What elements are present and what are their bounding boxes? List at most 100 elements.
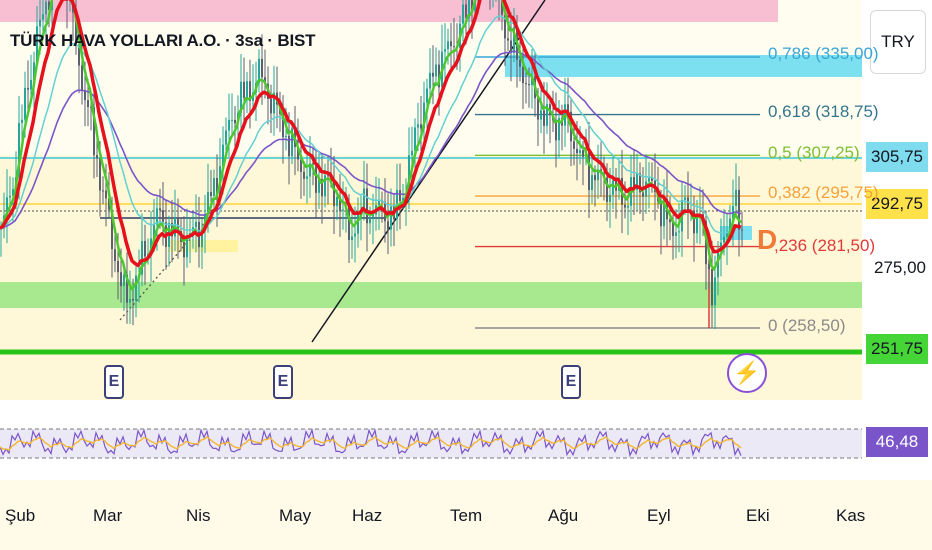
candle-body: [624, 204, 626, 208]
candle-body: [438, 64, 440, 88]
candle-body: [333, 178, 335, 207]
resistance-zone-pink: [0, 0, 778, 22]
candle-body: [33, 62, 35, 80]
ema-red-line: [0, 0, 742, 268]
candle-body: [210, 192, 212, 197]
candle-body: [735, 189, 737, 206]
candle-body: [111, 209, 113, 250]
candle-body: [450, 41, 452, 47]
candle-body: [354, 233, 356, 237]
candle-body: [183, 241, 185, 258]
candle-body: [270, 98, 272, 114]
candle-body: [96, 155, 98, 159]
lightning-icon[interactable]: ⚡: [727, 353, 767, 393]
candle-body: [117, 260, 119, 273]
candle-body: [672, 222, 674, 236]
rsi-value-tag: 46,48: [866, 427, 928, 457]
candle-body: [378, 200, 380, 206]
candle-body: [24, 87, 26, 120]
candle-body: [195, 221, 197, 228]
time-axis-bg: [0, 480, 932, 550]
candle-body: [576, 148, 578, 154]
candle-body: [627, 205, 629, 208]
candle-body: [201, 228, 203, 248]
candle-body: [720, 242, 722, 250]
candle-body: [222, 144, 224, 167]
candle-body: [693, 210, 695, 234]
candle-body: [390, 206, 392, 230]
candle-body: [78, 45, 80, 66]
candle-body: [186, 235, 188, 258]
candle-body: [468, 0, 470, 18]
candle-body: [36, 26, 38, 63]
candle-body: [711, 269, 713, 306]
candle-body: [291, 128, 293, 157]
candle-body: [90, 107, 92, 109]
candle-body: [426, 88, 428, 103]
candle-body: [546, 104, 548, 126]
candle-body: [315, 164, 317, 193]
candle-body: [336, 197, 338, 207]
x-tick-mar: Mar: [93, 506, 123, 525]
candle-body: [366, 188, 368, 224]
candle-body: [144, 241, 146, 257]
candle-body: [504, 14, 506, 39]
candle-body: [357, 212, 359, 234]
candle-body: [444, 49, 446, 52]
candle-body: [462, 4, 464, 24]
candle-body: [651, 178, 653, 181]
candle-body: [6, 197, 8, 216]
chart-title: TÜRK HAVA YOLLARI A.O. · 3sa · BIST: [10, 31, 316, 50]
candle-body: [402, 197, 404, 202]
candle-body: [351, 236, 353, 240]
candle-body: [369, 216, 371, 224]
candle-body: [327, 175, 329, 177]
rsi-ma-line: [0, 435, 742, 452]
candle-body: [321, 179, 323, 197]
candle-body: [408, 155, 410, 196]
candle-body: [663, 198, 665, 227]
candle-body: [348, 206, 350, 240]
candle-body: [12, 189, 14, 196]
y-tick-275: 275,00: [874, 258, 926, 277]
candle-body: [591, 175, 593, 190]
x-tick-may: May: [279, 506, 312, 525]
fib-label-0618: 0,618 (318,75): [768, 102, 879, 121]
candle-body: [303, 171, 305, 179]
candle-body: [141, 241, 143, 275]
candle-body: [387, 221, 389, 230]
candle-body: [573, 141, 575, 149]
earnings-event-icon[interactable]: E: [104, 365, 124, 399]
candle-body: [162, 210, 164, 223]
candle-body: [243, 81, 245, 98]
candle-body: [318, 179, 320, 193]
candle-body: [306, 176, 308, 179]
candle-body: [435, 64, 437, 77]
candle-body: [537, 98, 539, 120]
currency-button[interactable]: TRY: [870, 10, 926, 74]
fib-label-0236: ,236 (281,50): [774, 236, 876, 255]
candle-body: [588, 150, 590, 190]
earnings-event-icon[interactable]: E: [273, 365, 293, 399]
candle-body: [18, 122, 20, 178]
candle-body: [129, 298, 131, 303]
candle-body: [597, 169, 599, 181]
d-marker: D: [757, 224, 778, 255]
candle-body: [447, 41, 449, 50]
candle-body: [417, 124, 419, 128]
x-tick-agu: Ağu: [548, 506, 579, 525]
candle-body: [45, 1, 47, 15]
earnings-event-icon[interactable]: E: [561, 365, 581, 399]
candle-body: [231, 119, 233, 121]
candle-body: [87, 100, 89, 108]
candle-body: [645, 181, 647, 197]
candle-body: [42, 14, 44, 20]
support-zone-green: [0, 282, 866, 308]
candle-body: [75, 12, 77, 46]
candle-body: [675, 232, 677, 236]
candle-body: [642, 192, 644, 197]
candle-body: [708, 264, 710, 270]
candle-body: [282, 113, 284, 138]
